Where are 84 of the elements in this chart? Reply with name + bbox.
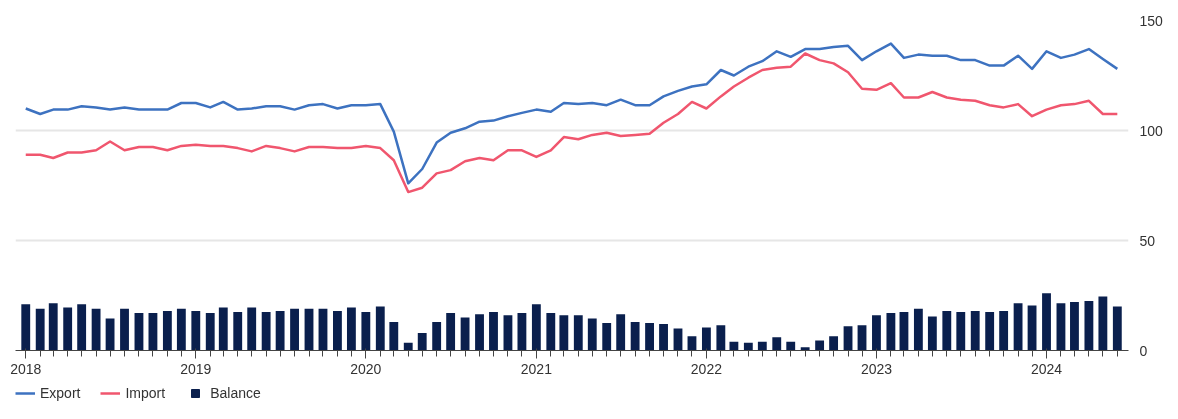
bar <box>716 325 726 351</box>
bar <box>375 306 385 351</box>
x-tick-label: 2021 <box>520 360 553 377</box>
x-tick-label: 2022 <box>690 360 723 377</box>
y-tick-label: 50 <box>1139 232 1156 249</box>
x-tick-label: 2023 <box>860 360 893 377</box>
bar <box>162 310 172 351</box>
bar <box>913 308 923 351</box>
bar <box>1070 302 1079 351</box>
bar <box>659 324 668 351</box>
x-tick-label: 2024 <box>1030 360 1063 377</box>
bar <box>942 310 952 351</box>
bar <box>91 308 101 351</box>
bar <box>1013 303 1023 351</box>
bar <box>218 307 228 351</box>
bar <box>616 314 626 351</box>
bar <box>1056 303 1066 351</box>
bar <box>1027 305 1037 351</box>
bar <box>475 314 484 351</box>
bar <box>290 308 299 351</box>
bar <box>602 323 612 351</box>
bar <box>77 304 87 351</box>
bar <box>757 341 767 351</box>
bar <box>346 307 356 351</box>
bar <box>417 332 427 351</box>
bar <box>645 323 654 351</box>
x-tick-label: 2020 <box>350 360 382 377</box>
bar <box>843 326 853 351</box>
bar <box>786 341 796 351</box>
bar <box>772 337 782 351</box>
bar <box>432 321 442 351</box>
bar <box>460 317 470 351</box>
y-tick-label: 0 <box>1139 342 1148 359</box>
bar <box>573 315 583 351</box>
bar <box>403 342 413 351</box>
bar <box>105 318 115 351</box>
bar <box>489 312 498 351</box>
bar <box>333 310 342 351</box>
legend-label: Balance <box>210 385 261 401</box>
bar <box>120 308 129 351</box>
bar <box>446 313 456 351</box>
y-tick-label: 100 <box>1139 122 1164 139</box>
bar <box>587 318 597 351</box>
bar <box>701 327 711 351</box>
bar <box>1042 293 1051 351</box>
bar <box>1098 296 1108 351</box>
bar <box>531 304 541 351</box>
bar <box>275 310 285 351</box>
bar <box>800 347 810 351</box>
bar <box>886 313 896 351</box>
legend-label: Import <box>125 385 166 401</box>
bar <box>1084 301 1094 351</box>
bar <box>743 342 753 351</box>
bar <box>956 312 966 351</box>
bar <box>361 312 371 351</box>
bar <box>815 340 825 351</box>
bar <box>389 321 399 351</box>
bar <box>927 316 937 351</box>
x-tick-label: 2018 <box>10 360 42 377</box>
bar <box>999 310 1009 351</box>
bar <box>247 307 257 351</box>
legend-label: Export <box>40 385 81 401</box>
bar <box>559 315 569 351</box>
x-tick-label: 2019 <box>180 360 212 377</box>
bar <box>35 308 45 351</box>
bar <box>63 307 73 351</box>
bar <box>872 315 881 351</box>
y-tick-label: 150 <box>1139 12 1164 29</box>
bar <box>48 303 58 351</box>
bar <box>829 336 839 351</box>
bar <box>205 313 215 351</box>
bar <box>191 310 201 351</box>
bar <box>21 304 31 351</box>
bar <box>1112 306 1122 351</box>
bar <box>985 312 995 351</box>
bar <box>729 341 739 351</box>
bar <box>233 312 243 351</box>
bar <box>517 313 527 351</box>
bar <box>176 308 186 351</box>
bar <box>970 310 980 351</box>
bar <box>630 321 640 351</box>
bar <box>546 313 556 351</box>
bar <box>261 312 271 351</box>
bar <box>503 315 513 351</box>
